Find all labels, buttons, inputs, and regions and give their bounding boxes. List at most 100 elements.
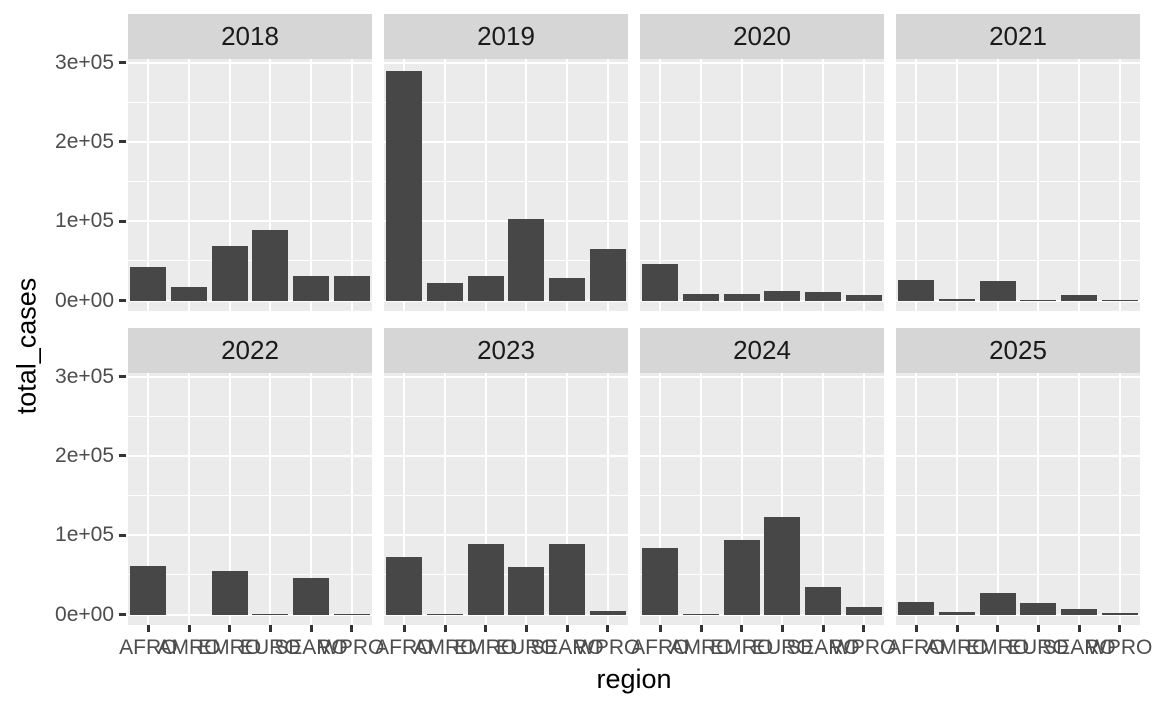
gridline-major [781, 373, 784, 625]
x-tick-label: EURO [239, 636, 301, 659]
gridline-major [956, 59, 958, 311]
x-tick-label: EURO [1007, 636, 1069, 659]
gridline-major [896, 534, 1140, 537]
gridline-major [384, 220, 628, 223]
gridline-major [128, 140, 372, 143]
gridline-minor [896, 574, 1140, 576]
bar [590, 610, 626, 615]
gridline-minor [640, 260, 884, 262]
x-tick-mark [1036, 625, 1040, 632]
gridline-major [147, 373, 150, 625]
bar [293, 577, 329, 615]
bar [764, 290, 800, 301]
bar [764, 516, 800, 615]
gridline-major [444, 59, 446, 311]
gridline-minor [384, 415, 628, 417]
gridline-major [996, 373, 999, 625]
bar [724, 539, 760, 615]
gridline-major [896, 454, 1140, 457]
gridline-major [128, 375, 372, 378]
gridline-major [350, 59, 353, 311]
gridline-major [128, 534, 372, 537]
gridline-major [484, 59, 487, 311]
bar [980, 280, 1016, 301]
gridline-major [896, 61, 1140, 64]
gridline-major [1078, 59, 1080, 311]
gridline-major [484, 373, 487, 625]
gridline-major [228, 59, 231, 311]
gridline-major [606, 373, 609, 625]
bar [386, 70, 422, 301]
bar [590, 248, 626, 301]
bar [898, 601, 934, 615]
x-tick-mark [565, 625, 569, 632]
gridline-major [384, 140, 628, 143]
gridline-major [896, 613, 1140, 616]
bar [212, 245, 248, 301]
x-tick-label: EURO [751, 636, 813, 659]
gridline-major [444, 373, 446, 625]
x-tick-mark [524, 625, 528, 632]
bar [846, 606, 882, 615]
facet-strip: 2019 [384, 14, 628, 59]
bar [805, 586, 841, 615]
bar [252, 613, 288, 615]
gridline-major [188, 373, 190, 625]
gridline-major [896, 140, 1140, 143]
x-tick-label: EMRO [198, 636, 262, 659]
gridline-major [781, 59, 784, 311]
bar [468, 275, 504, 301]
x-tick-mark [658, 625, 662, 632]
x-tick-label: AMRO [669, 636, 733, 659]
gridline-minor [640, 574, 884, 576]
gridline-major [384, 534, 628, 537]
facet-panel [128, 373, 372, 625]
x-axis-title: region [596, 664, 672, 694]
gridline-minor [384, 495, 628, 496]
x-tick-label: WPRO [830, 636, 897, 659]
bar [508, 566, 544, 615]
y-tick-mark [119, 299, 126, 302]
facet-strip-label: 2018 [221, 21, 279, 51]
gridline-minor [128, 101, 372, 103]
gridline-minor [384, 260, 628, 262]
x-tick-mark [821, 625, 825, 632]
gridline-major [740, 373, 743, 625]
gridline-major [1037, 59, 1040, 311]
bar [1020, 602, 1056, 615]
x-tick-label: SEARO [1042, 636, 1116, 659]
x-tick-mark [914, 625, 918, 632]
x-tick-mark [268, 625, 272, 632]
gridline-minor [896, 495, 1140, 496]
y-tick-label: 2e+05 [55, 129, 114, 153]
gridline-major [640, 375, 884, 378]
gridline-minor [640, 495, 884, 496]
facet-strip: 2021 [896, 14, 1140, 59]
bar [334, 275, 370, 301]
gridline-major [740, 59, 743, 311]
y-tick-label: 1e+05 [55, 209, 114, 233]
gridline-major [606, 59, 609, 311]
bar [846, 294, 882, 301]
x-tick-label: AFRO [375, 636, 434, 659]
facet-panel [384, 373, 628, 625]
y-tick-mark [119, 140, 126, 144]
bar [939, 611, 975, 615]
bar [293, 275, 329, 301]
gridline-major [384, 61, 628, 64]
bar [212, 570, 248, 615]
gridline-major [384, 375, 628, 378]
facet-panel [640, 373, 884, 625]
facet-strip-label: 2023 [477, 335, 535, 365]
x-tick-mark [955, 625, 959, 632]
gridline-major [996, 59, 999, 311]
facet-strip: 2024 [640, 328, 884, 373]
gridline-major [822, 373, 824, 625]
gridline-major [896, 375, 1140, 378]
gridline-major [1078, 373, 1080, 625]
x-tick-mark [228, 625, 232, 632]
x-tick-label: AFRO [887, 636, 946, 659]
gridline-minor [384, 181, 628, 182]
x-tick-label: AMRO [157, 636, 221, 659]
gridline-major [128, 613, 372, 616]
